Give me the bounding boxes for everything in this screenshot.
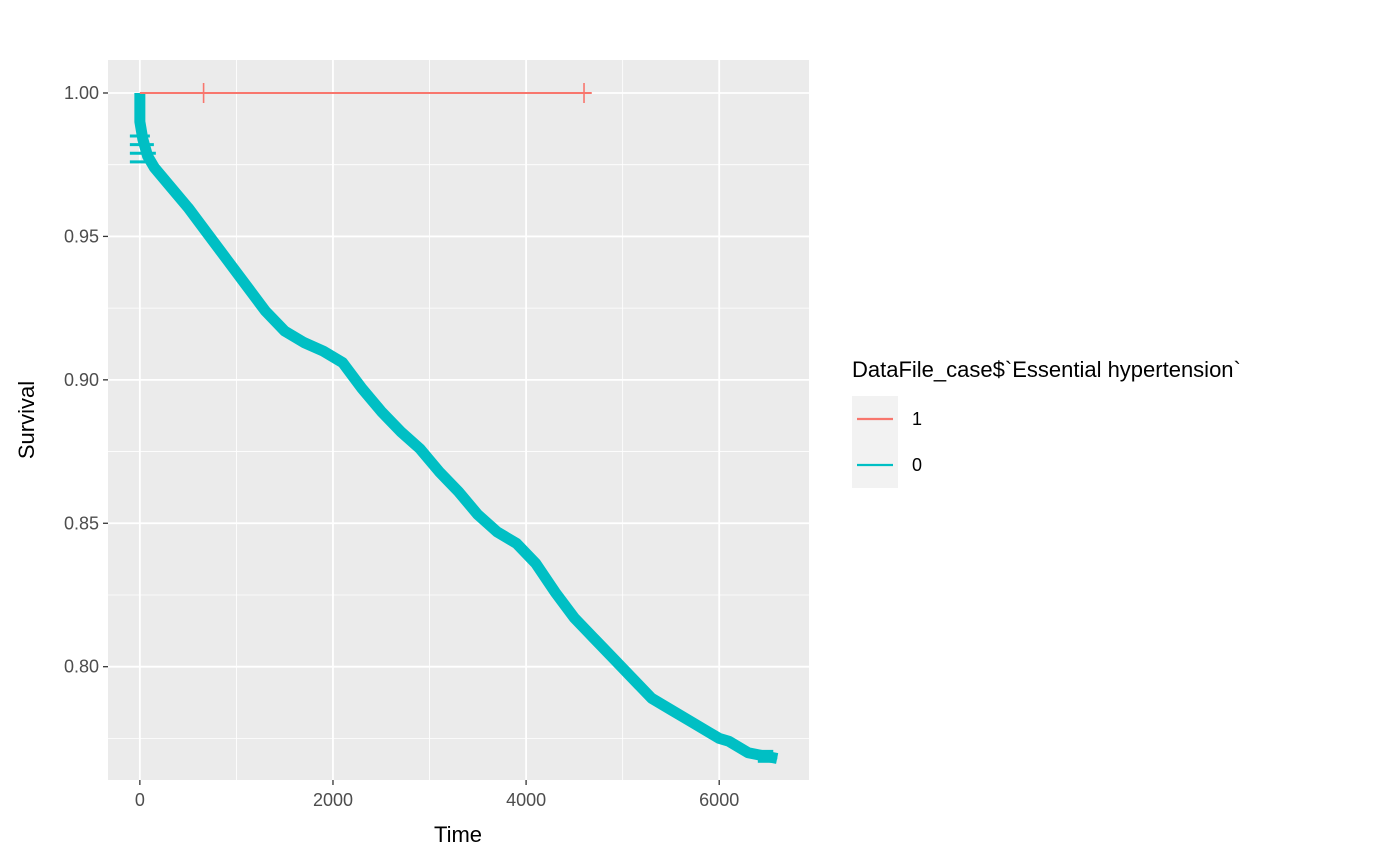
- legend-key-background: [852, 396, 898, 488]
- series-0-end-block: [757, 749, 774, 763]
- legend-title: DataFile_case$`Essential hypertension`: [852, 357, 1241, 382]
- legend: DataFile_case$`Essential hypertension` 1…: [852, 357, 1241, 488]
- x-axis-title: Time: [434, 822, 482, 847]
- legend-label-series-1: 1: [912, 409, 922, 429]
- y-tick-label-0: 0.80: [64, 657, 99, 677]
- x-axis: 0 2000 4000 6000: [135, 780, 739, 810]
- series-layer: [129, 82, 779, 764]
- legend-label-series-0: 0: [912, 455, 922, 475]
- y-axis: 0.80 0.85 0.90 0.95 1.00: [64, 83, 108, 677]
- y-tick-label-1: 0.85: [64, 513, 99, 533]
- y-tick-label-2: 0.90: [64, 370, 99, 390]
- series-0-line: [138, 92, 778, 760]
- x-tick-label-1: 2000: [313, 790, 353, 810]
- x-tick-label-3: 6000: [699, 790, 739, 810]
- x-tick-label-0: 0: [135, 790, 145, 810]
- y-tick-label-3: 0.95: [64, 226, 99, 246]
- y-tick-label-4: 1.00: [64, 83, 99, 103]
- y-axis-title: Survival: [14, 381, 39, 459]
- x-tick-label-2: 4000: [506, 790, 546, 810]
- grid-minor: [108, 60, 809, 780]
- panel-background: [108, 60, 809, 780]
